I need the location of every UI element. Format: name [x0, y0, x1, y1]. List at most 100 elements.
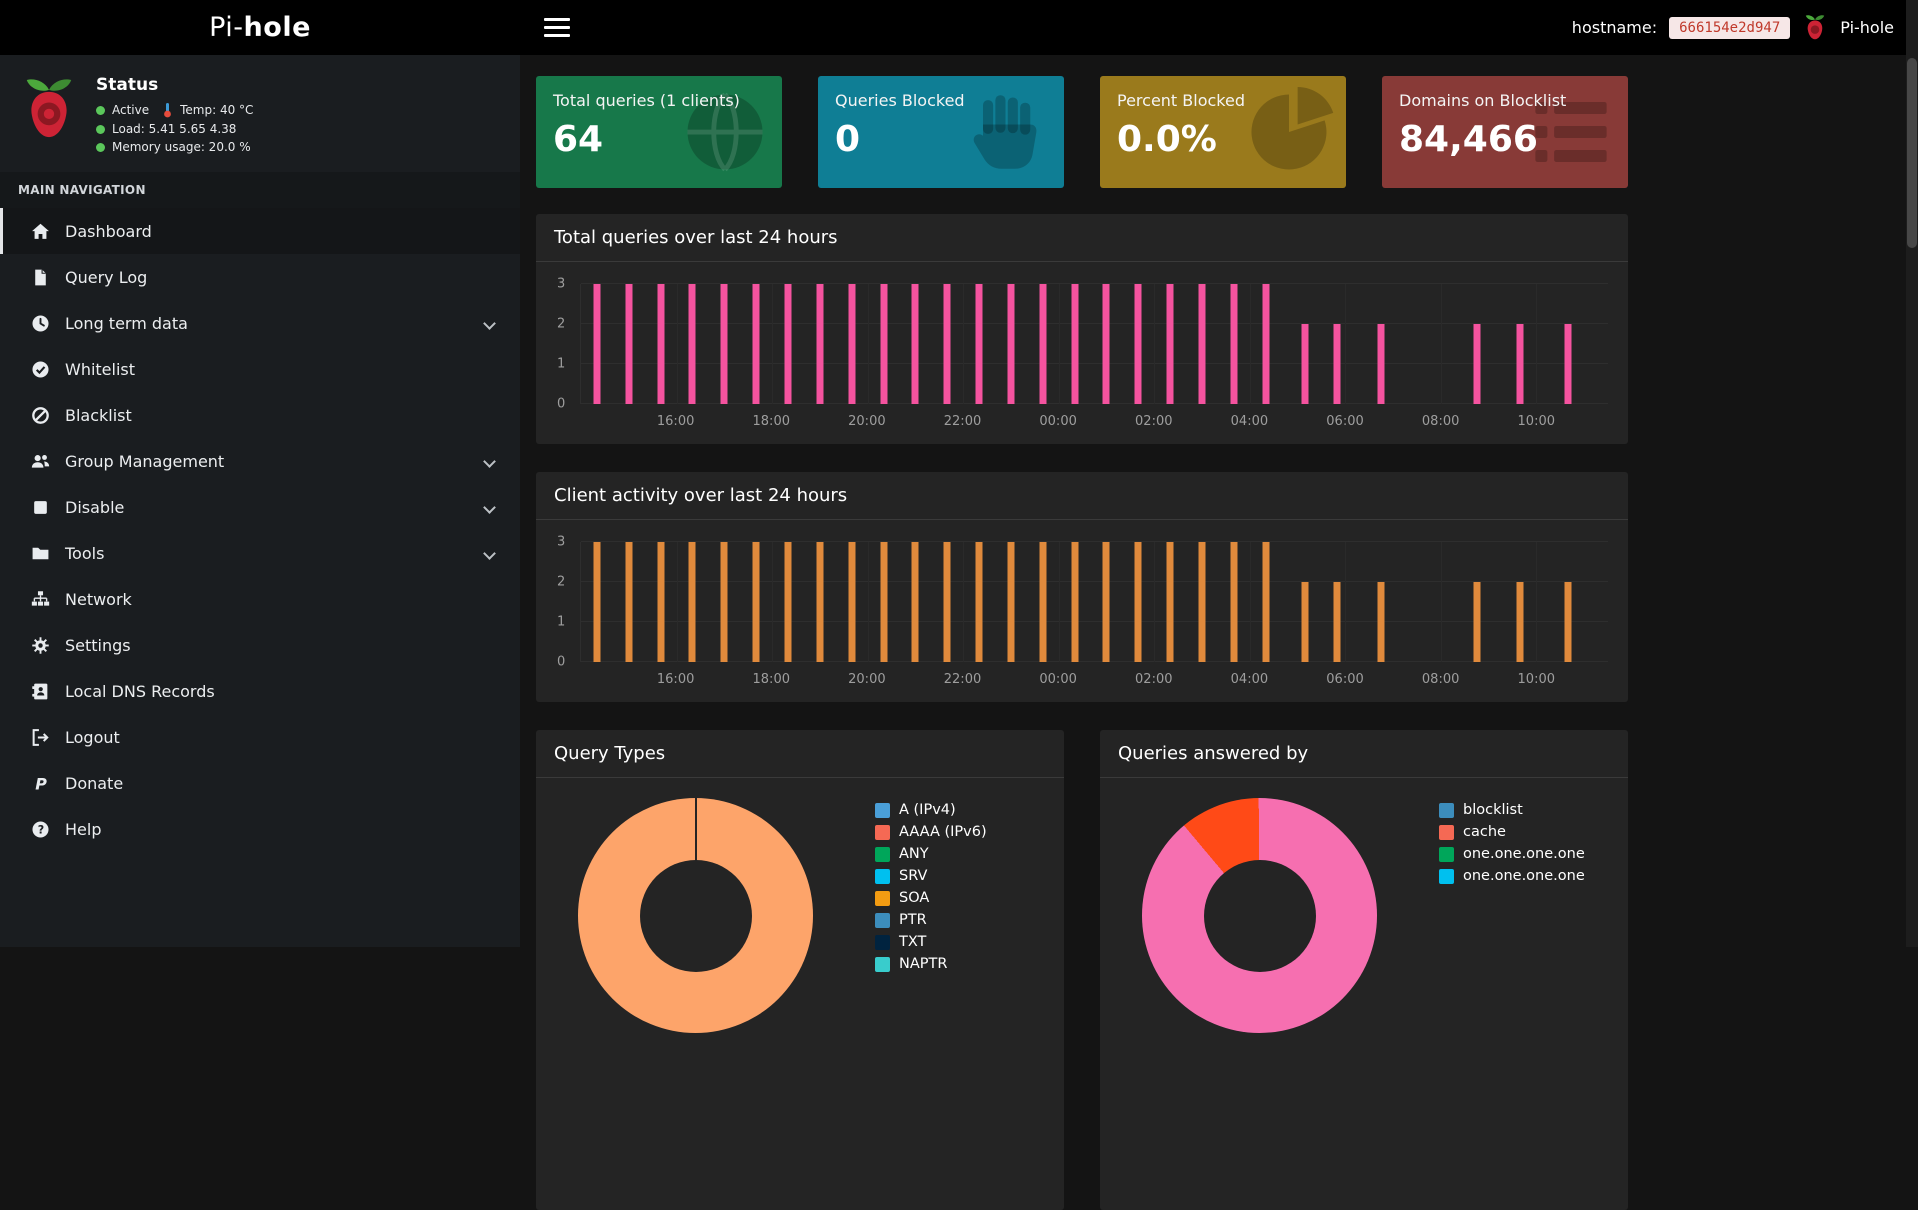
client-activity-bar[interactable]	[1007, 542, 1015, 662]
total-queries-bar[interactable]	[1007, 284, 1015, 404]
client-activity-bar[interactable]	[911, 542, 919, 662]
total-queries-bar[interactable]	[625, 284, 633, 404]
legend-item-blocklist[interactable]: blocklist	[1439, 802, 1585, 818]
client-activity-bar[interactable]	[593, 542, 601, 662]
topbar-brand-right[interactable]: Pi-hole	[1840, 18, 1894, 37]
client-activity-bar[interactable]	[625, 542, 633, 662]
client-activity-bar[interactable]	[752, 542, 760, 662]
client-activity-bar[interactable]	[688, 542, 696, 662]
scrollbar-thumb[interactable]	[1907, 58, 1917, 248]
sidebar-item-tools[interactable]: Tools	[0, 530, 520, 576]
total-queries-bar[interactable]	[1564, 324, 1572, 404]
client-activity-bar[interactable]	[975, 542, 983, 662]
total-queries-x-axis: 16:00 18:00 20:00 22:00 00:00 02:00 04:00 06:00…	[580, 408, 1608, 434]
stat-card-value: 0.0%	[1117, 119, 1217, 160]
total-queries-bar[interactable]	[975, 284, 983, 404]
client-activity-bar[interactable]	[1039, 542, 1047, 662]
total-queries-bar[interactable]	[880, 284, 888, 404]
legend-item-srv[interactable]: SRV	[875, 868, 987, 884]
sidebar-item-settings[interactable]: Settings	[0, 622, 520, 668]
client-activity-bar[interactable]	[880, 542, 888, 662]
legend-item-one-one-one-one[interactable]: one.one.one.one	[1439, 868, 1585, 884]
client-activity-bar[interactable]	[1262, 542, 1270, 662]
sidebar-item-label: Blacklist	[65, 405, 132, 425]
total-queries-chart[interactable]: 0 1 2 3	[557, 277, 1608, 412]
total-queries-bar[interactable]	[688, 284, 696, 404]
legend-item-a-ipv4[interactable]: A (IPv4)	[875, 802, 987, 818]
total-queries-bar[interactable]	[911, 284, 919, 404]
legend-item-naptr[interactable]: NAPTR	[875, 956, 987, 972]
sidebar-toggle-icon[interactable]	[544, 18, 570, 37]
sidebar-item-group-management[interactable]: Group Management	[0, 438, 520, 484]
legend-swatch	[875, 846, 890, 862]
legend-item-aaaa-ipv6[interactable]: AAAA (IPv6)	[875, 824, 987, 840]
status-active-dot	[96, 105, 105, 115]
client-activity-bar[interactable]	[1333, 582, 1341, 662]
legend-item-txt[interactable]: TXT	[875, 934, 987, 950]
sidebar-item-help[interactable]: ? Help	[0, 806, 520, 852]
client-activity-bar[interactable]	[1198, 542, 1206, 662]
total-queries-bar[interactable]	[848, 284, 856, 404]
total-queries-bar[interactable]	[1377, 324, 1385, 404]
sidebar-item-query-log[interactable]: Query Log	[0, 254, 520, 300]
total-queries-bar[interactable]	[593, 284, 601, 404]
sidebar-item-long-term-data[interactable]: Long term data	[0, 300, 520, 346]
stop-icon	[30, 497, 50, 517]
queries-answered-by-donut-chart[interactable]	[1142, 798, 1377, 1033]
legend-item-one-one-one-one[interactable]: one.one.one.one	[1439, 846, 1585, 862]
total-queries-bar[interactable]	[1039, 284, 1047, 404]
client-activity-bar[interactable]	[816, 542, 824, 662]
client-activity-bar[interactable]	[1377, 582, 1385, 662]
client-activity-bar[interactable]	[1166, 542, 1174, 662]
query-types-donut-chart[interactable]	[578, 798, 813, 1033]
client-activity-bar[interactable]	[720, 542, 728, 662]
sidebar-item-blacklist[interactable]: Blacklist	[0, 392, 520, 438]
total-queries-bar[interactable]	[720, 284, 728, 404]
total-queries-bar[interactable]	[1230, 284, 1238, 404]
total-queries-bar[interactable]	[657, 284, 665, 404]
total-queries-bar[interactable]	[752, 284, 760, 404]
legend-item-ptr[interactable]: PTR	[875, 912, 987, 928]
client-activity-bar[interactable]	[1301, 582, 1309, 662]
sidebar-item-dashboard[interactable]: Dashboard	[0, 208, 520, 254]
legend-item-any[interactable]: ANY	[875, 846, 987, 862]
client-activity-bar[interactable]	[848, 542, 856, 662]
legend-item-soa[interactable]: SOA	[875, 890, 987, 906]
client-activity-bar[interactable]	[1134, 542, 1142, 662]
total-queries-bar[interactable]	[816, 284, 824, 404]
scrollbar[interactable]	[1906, 0, 1918, 947]
legend-item-cache[interactable]: cache	[1439, 824, 1585, 840]
sidebar-item-donate[interactable]: P Donate	[0, 760, 520, 806]
total-queries-bar[interactable]	[1198, 284, 1206, 404]
total-queries-bar[interactable]	[1262, 284, 1270, 404]
client-activity-bar[interactable]	[1516, 582, 1524, 662]
client-activity-bar[interactable]	[1102, 542, 1110, 662]
client-activity-bar[interactable]	[1473, 582, 1481, 662]
total-queries-bar[interactable]	[1473, 324, 1481, 404]
status-line-memory: Memory usage: 20.0 %	[96, 140, 253, 154]
sidebar-item-disable[interactable]: Disable	[0, 484, 520, 530]
total-queries-bar[interactable]	[1516, 324, 1524, 404]
client-activity-bar[interactable]	[1230, 542, 1238, 662]
temperature-icon	[164, 103, 172, 118]
total-queries-bar[interactable]	[1102, 284, 1110, 404]
client-activity-chart[interactable]: 0 1 2 3	[557, 535, 1608, 670]
sidebar-item-network[interactable]: Network	[0, 576, 520, 622]
total-queries-bar[interactable]	[784, 284, 792, 404]
total-queries-bar[interactable]	[943, 284, 951, 404]
client-activity-bar[interactable]	[1564, 582, 1572, 662]
client-activity-bar[interactable]	[1071, 542, 1079, 662]
pihole-brand[interactable]: Pi-hole	[0, 0, 520, 55]
client-activity-bar[interactable]	[784, 542, 792, 662]
total-queries-bar[interactable]	[1333, 324, 1341, 404]
client-activity-bar[interactable]	[943, 542, 951, 662]
sidebar-item-whitelist[interactable]: Whitelist	[0, 346, 520, 392]
sidebar-item-logout[interactable]: Logout	[0, 714, 520, 760]
total-queries-bar[interactable]	[1166, 284, 1174, 404]
total-queries-bar[interactable]	[1071, 284, 1079, 404]
client-activity-bar[interactable]	[657, 542, 665, 662]
total-queries-bar[interactable]	[1301, 324, 1309, 404]
legend-label: PTR	[899, 912, 927, 928]
sidebar-item-local-dns-records[interactable]: Local DNS Records	[0, 668, 520, 714]
total-queries-bar[interactable]	[1134, 284, 1142, 404]
